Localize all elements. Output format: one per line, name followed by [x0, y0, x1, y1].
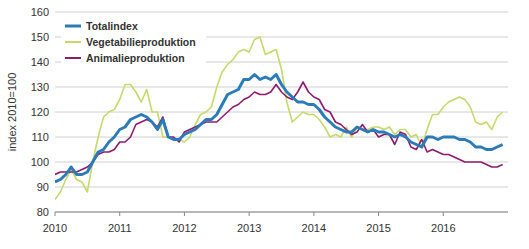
y-tick-label: 110 [31, 131, 49, 143]
grid-line [55, 12, 508, 13]
grid-line [55, 187, 508, 188]
y-tick-label: 160 [31, 6, 49, 18]
chart: 80 90 100 110 120 130 140 150 160 2010 2011 2012 201… [0, 0, 529, 249]
y-tick-label: 140 [31, 56, 49, 68]
y-tick-label: 80 [37, 206, 49, 218]
x-tick-label: 2012 [172, 222, 196, 234]
x-tick-label: 2014 [302, 222, 326, 234]
y-axis-label: index 2010=100 [6, 73, 18, 152]
grid-line [55, 212, 508, 213]
x-tick [55, 212, 56, 216]
legend-swatch [65, 25, 81, 28]
plot-area [55, 37, 503, 200]
legend-label: Animalieproduktion [86, 52, 185, 64]
legend-swatch [65, 57, 81, 59]
y-tick-label: 130 [31, 81, 49, 93]
x-tick [184, 212, 185, 216]
x-tick-label: 2016 [431, 222, 455, 234]
legend-label: Totalindex [86, 20, 138, 32]
series-line [55, 75, 503, 183]
legend-swatch [65, 41, 81, 43]
legend: Totalindex Vegetabilieproduktion Animaliep… [61, 15, 206, 69]
x-tick [119, 212, 120, 216]
x-tick-label: 2010 [43, 222, 67, 234]
y-tick-label: 90 [37, 181, 49, 193]
x-axis [55, 212, 508, 213]
y-tick-label: 100 [31, 156, 49, 168]
legend-label: Vegetabilieproduktion [86, 36, 196, 48]
x-tick [313, 212, 314, 216]
x-tick [249, 212, 250, 216]
x-tick [378, 212, 379, 216]
y-tick-label: 150 [31, 31, 49, 43]
x-tick-label: 2015 [366, 222, 390, 234]
x-tick-label: 2011 [108, 222, 132, 234]
x-tick [443, 212, 444, 216]
y-tick-label: 120 [31, 106, 49, 118]
x-tick-label: 2013 [237, 222, 261, 234]
legend-box [61, 15, 206, 69]
series-line [55, 37, 503, 200]
grid-line [55, 162, 508, 163]
